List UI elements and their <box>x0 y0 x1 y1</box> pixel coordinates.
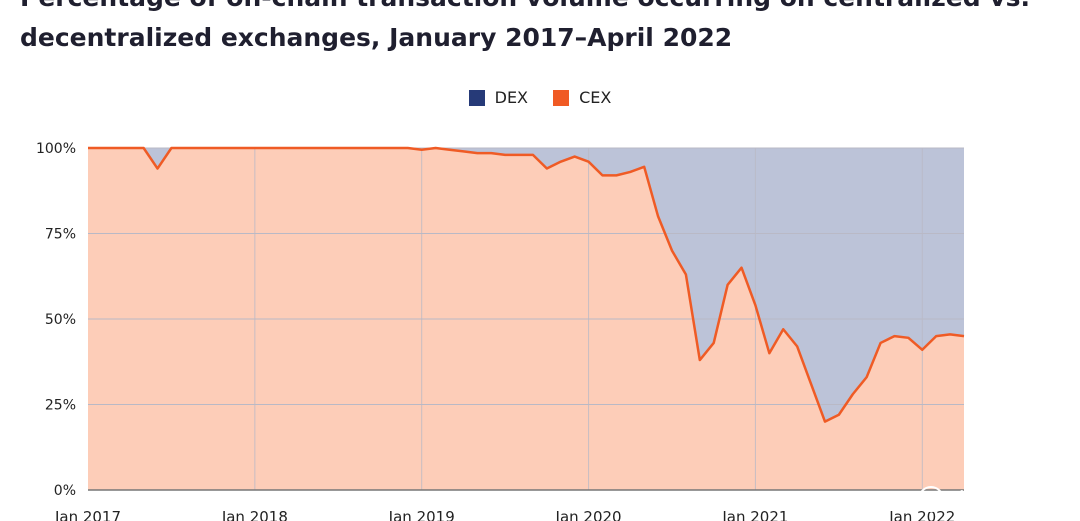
y-tick-label: 50% <box>45 312 76 328</box>
chart-title: Percentage of on-chain transaction volum… <box>20 0 1030 52</box>
x-tick-label: Jan 2022 <box>888 508 955 521</box>
y-tick-label: 100% <box>36 141 76 157</box>
legend-swatch-dex <box>468 89 485 106</box>
x-tick-label: Jan 2020 <box>555 508 622 521</box>
legend-label-cex: CEX <box>579 88 612 107</box>
x-tick-label: Jan 2017 <box>54 508 121 521</box>
cex-line <box>88 146 965 423</box>
x-tick-label: Jan 2021 <box>721 508 788 521</box>
legend-item-dex: DEX <box>468 88 529 107</box>
y-tick-label: 25% <box>45 398 76 414</box>
chart-legend: DEX CEX <box>0 88 1080 110</box>
wechat-logo-icon <box>918 486 944 512</box>
y-tick-label: 75% <box>45 227 76 243</box>
x-tick-label: Jan 2019 <box>388 508 455 521</box>
legend-item-cex: CEX <box>553 88 611 107</box>
watermark-text: 老雅痞 <box>954 490 1008 511</box>
watermark: 老雅痞 <box>918 486 1008 512</box>
legend-label-dex: DEX <box>494 88 529 107</box>
x-tick-label: Jan 2018 <box>221 508 288 521</box>
legend-swatch-cex <box>553 89 570 106</box>
y-tick-label: 0% <box>54 483 76 499</box>
